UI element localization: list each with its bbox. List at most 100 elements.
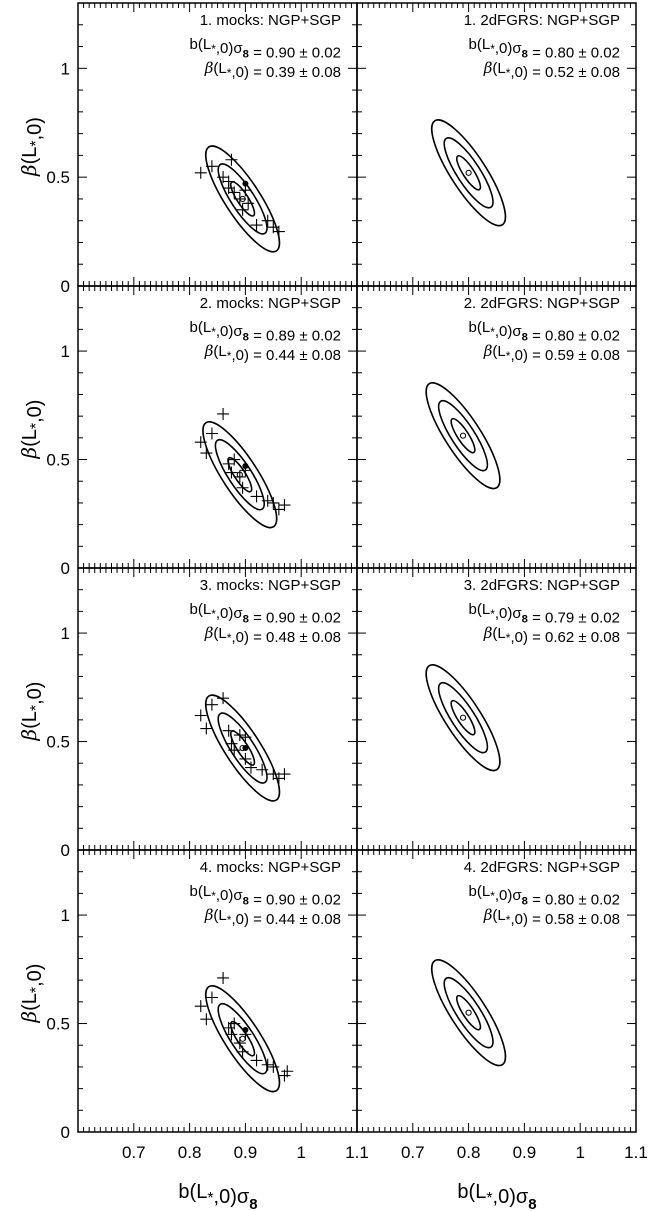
y-axis-label: β(L*,0) bbox=[17, 117, 46, 177]
panel-1-left: 0 0.5 1 β(L*,0) 1. mocks: NGP+SGP b(L*,0)σ8 =… bbox=[17, 2, 358, 296]
panel-title: 2. 2dFGRS: NGP+SGP bbox=[464, 295, 620, 312]
y-tick-label: 1 bbox=[61, 342, 70, 361]
best-fit-point bbox=[465, 1009, 472, 1016]
panel-2-left: 0 0.5 1 β(L*,0) 2. mocks: NGP+SGP b(L*,0)σ8 =… bbox=[17, 285, 358, 578]
mock-point bbox=[228, 744, 241, 757]
panel-4-right: 0.7 0.8 0.9 1 1.1 4. 2dFGRS: NGP+SGP b(L*,0)σ8… bbox=[356, 849, 648, 1162]
panel-title: 2. mocks: NGP+SGP bbox=[200, 295, 341, 312]
mock-point bbox=[194, 709, 207, 722]
panel-beta-value: β(L*,0) = 0.58 ± 0.08 bbox=[483, 906, 620, 928]
panel-title: 1. 2dFGRS: NGP+SGP bbox=[464, 12, 620, 29]
contour-1σ bbox=[229, 181, 256, 217]
mock-point bbox=[236, 1045, 249, 1058]
panel-bias-value: b(L*,0)σ8 = 0.90 ± 0.02 bbox=[190, 883, 341, 908]
y-axis-label: β(L*,0) bbox=[17, 964, 46, 1024]
mock-point bbox=[236, 481, 249, 494]
contour-2σ bbox=[437, 399, 489, 472]
y-axis-label: β(L*,0) bbox=[17, 682, 46, 742]
mock-point bbox=[278, 499, 291, 512]
x-tick-label: 0.7 bbox=[401, 1143, 425, 1162]
x-tick-label: 0.9 bbox=[234, 1143, 258, 1162]
panel-4-left: 0 0.5 1 β(L*,0) 0.7 0.8 0.9 1 1.1 4. mocks: NGP+S… bbox=[17, 849, 369, 1162]
mock-point bbox=[244, 761, 257, 774]
panel-title: 1. mocks: NGP+SGP bbox=[200, 12, 341, 29]
mock-point bbox=[250, 490, 263, 503]
panel-bias-value: b(L*,0)σ8 = 0.90 ± 0.02 bbox=[190, 36, 341, 61]
panel-1-right: 1. 2dFGRS: NGP+SGP b(L*,0)σ8 = 0.80 ± 0.0… bbox=[356, 2, 637, 287]
mock-point bbox=[233, 729, 246, 742]
x-tick-label: 1 bbox=[575, 1143, 584, 1162]
y-tick-label: 1 bbox=[61, 59, 70, 78]
x-tick-label: 1.1 bbox=[345, 1143, 369, 1162]
mock-point bbox=[222, 724, 235, 737]
y-tick-label: 0.5 bbox=[46, 733, 70, 752]
mock-point bbox=[225, 153, 238, 166]
true-value-point bbox=[242, 180, 249, 187]
contour-1σ bbox=[450, 417, 476, 454]
y-tick-label: 0 bbox=[61, 1123, 70, 1142]
mock-point bbox=[267, 496, 280, 509]
x-tick-label: 0.8 bbox=[457, 1143, 481, 1162]
panel-beta-value: β(L*,0) = 0.59 ± 0.08 bbox=[483, 342, 620, 364]
mock-point bbox=[272, 225, 285, 238]
panel-beta-value: β(L*,0) = 0.39 ± 0.08 bbox=[204, 59, 341, 81]
y-tick-label: 0.5 bbox=[46, 168, 70, 187]
y-axis-label: β(L*,0) bbox=[17, 400, 46, 460]
panel-title: 3. 2dFGRS: NGP+SGP bbox=[464, 577, 620, 594]
best-fit-point bbox=[239, 1035, 246, 1042]
panel-title: 3. mocks: NGP+SGP bbox=[200, 577, 341, 594]
mock-point bbox=[194, 166, 207, 179]
panel-bias-value: b(L*,0)σ8 = 0.80 ± 0.02 bbox=[469, 36, 620, 61]
panel-bias-value: b(L*,0)σ8 = 0.80 ± 0.02 bbox=[469, 883, 620, 908]
x-tick-label: 1 bbox=[296, 1143, 305, 1162]
mock-point bbox=[239, 1028, 252, 1041]
contour-2σ bbox=[437, 681, 489, 754]
contour-2σ bbox=[443, 976, 494, 1049]
contour-3σ bbox=[425, 664, 501, 772]
contour-3σ bbox=[204, 985, 281, 1093]
x-tick-label: 0.7 bbox=[122, 1143, 146, 1162]
contour-2σ bbox=[217, 163, 268, 235]
contour-2σ bbox=[214, 438, 265, 511]
mock-point bbox=[233, 192, 246, 205]
mock-point bbox=[200, 1013, 213, 1026]
mock-point bbox=[225, 466, 238, 479]
panel-title: 4. 2dFGRS: NGP+SGP bbox=[464, 859, 620, 876]
mock-point bbox=[225, 737, 238, 750]
y-tick-label: 1 bbox=[61, 624, 70, 643]
mock-point bbox=[239, 464, 252, 477]
contour-2σ bbox=[217, 1002, 268, 1075]
mock-point bbox=[217, 407, 230, 420]
panel-beta-value: β(L*,0) = 0.62 ± 0.08 bbox=[483, 624, 620, 646]
mock-point bbox=[239, 184, 252, 197]
panel-beta-value: β(L*,0) = 0.48 ± 0.08 bbox=[204, 624, 341, 646]
mock-point bbox=[205, 427, 218, 440]
y-tick-label: 0 bbox=[61, 559, 70, 578]
mock-point bbox=[194, 1000, 207, 1013]
mock-point bbox=[228, 1017, 241, 1030]
mock-point bbox=[194, 436, 207, 449]
mock-point bbox=[261, 214, 274, 227]
x-tick-label: 1.1 bbox=[624, 1143, 648, 1162]
mock-point bbox=[228, 453, 241, 466]
mock-point bbox=[256, 763, 269, 776]
y-tick-label: 1 bbox=[61, 906, 70, 925]
x-axis-label-left: b(L*,0)σ8 bbox=[178, 1181, 257, 1211]
mock-point bbox=[205, 160, 218, 173]
mock-point bbox=[239, 731, 252, 744]
mock-point bbox=[250, 219, 263, 232]
mock-point bbox=[233, 470, 246, 483]
y-tick-label: 0.5 bbox=[46, 451, 70, 470]
contour-1σ bbox=[229, 730, 256, 766]
panel-beta-value: β(L*,0) = 0.52 ± 0.08 bbox=[483, 59, 620, 81]
mock-point bbox=[236, 203, 249, 216]
contour-3σ bbox=[202, 421, 278, 529]
mock-point bbox=[225, 1028, 238, 1041]
y-tick-label: 0 bbox=[61, 277, 70, 296]
contour-2σ bbox=[217, 712, 268, 784]
x-tick-label: 0.8 bbox=[178, 1143, 202, 1162]
contour-1σ bbox=[450, 699, 476, 736]
mock-point bbox=[242, 197, 255, 210]
contour-3σ bbox=[430, 959, 507, 1067]
